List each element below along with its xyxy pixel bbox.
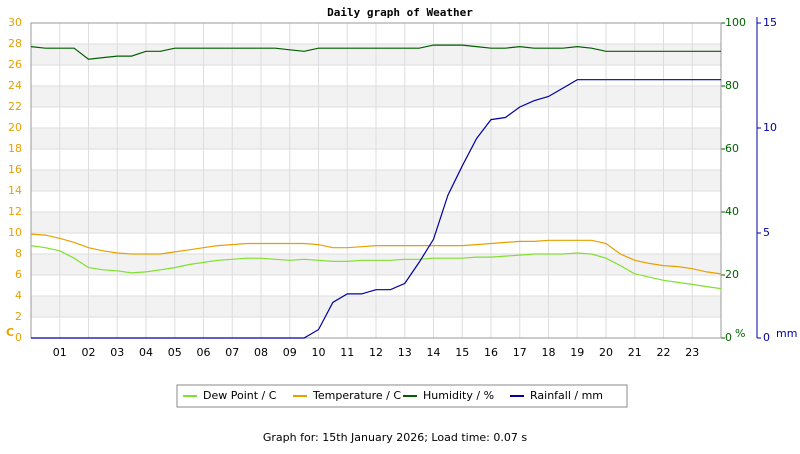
y2-tick-label: 60 xyxy=(725,142,739,155)
y2-axis-label: % xyxy=(735,327,745,340)
y2-tick-label: 100 xyxy=(725,16,746,29)
y-tick-label: 26 xyxy=(8,58,22,71)
y-tick-label: 14 xyxy=(8,184,22,197)
y2-tick-label: 40 xyxy=(725,205,739,218)
x-tick-label: 12 xyxy=(369,346,383,359)
y3-tick-label: 15 xyxy=(763,16,777,29)
y-tick-label: 2 xyxy=(15,310,22,323)
legend-label: Rainfall / mm xyxy=(530,389,603,402)
x-tick-label: 15 xyxy=(455,346,469,359)
plot-frame xyxy=(30,22,722,339)
y3-tick-label: 10 xyxy=(763,121,777,134)
x-tick-label: 06 xyxy=(197,346,211,359)
y2-tick-label: 0 xyxy=(725,331,732,344)
y2-tick-label: 20 xyxy=(725,268,739,281)
y-tick-label: 16 xyxy=(8,163,22,176)
y3-axis-label: mm xyxy=(776,327,797,340)
y-tick-label: 4 xyxy=(15,289,22,302)
y2-tick-label: 80 xyxy=(725,79,739,92)
x-tick-label: 08 xyxy=(254,346,268,359)
y-tick-label: 10 xyxy=(8,226,22,239)
x-tick-label: 16 xyxy=(484,346,498,359)
legend-label: Humidity / % xyxy=(423,389,494,402)
y-axis-label: C xyxy=(6,326,14,339)
x-tick-label: 21 xyxy=(628,346,642,359)
x-tick-label: 04 xyxy=(139,346,153,359)
y3-tick-label: 0 xyxy=(763,331,770,344)
footer: Graph for: 15th January 2026; Load time:… xyxy=(263,431,527,444)
y-tick-label: 24 xyxy=(8,79,22,92)
x-tick-label: 07 xyxy=(225,346,239,359)
series-line xyxy=(31,79,721,339)
y-tick-label: 6 xyxy=(15,268,22,281)
series-line xyxy=(30,44,721,60)
x-tick-label: 23 xyxy=(685,346,699,359)
y-tick-label: 12 xyxy=(8,205,22,218)
x-tick-label: 14 xyxy=(427,346,441,359)
x-tick-label: 18 xyxy=(542,346,556,359)
x-tick-label: 10 xyxy=(312,346,326,359)
y-tick-label: 28 xyxy=(8,37,22,50)
x-tick-label: 13 xyxy=(398,346,412,359)
x-tick-label: 09 xyxy=(283,346,297,359)
x-tick-label: 22 xyxy=(657,346,671,359)
x-tick-label: 19 xyxy=(570,346,584,359)
x-tick-label: 11 xyxy=(340,346,354,359)
legend-label: Temperature / C xyxy=(312,389,401,402)
y-tick-label: 22 xyxy=(8,100,22,113)
legend-box xyxy=(176,384,628,408)
y-tick-label: 8 xyxy=(15,247,22,260)
x-tick-label: 05 xyxy=(168,346,182,359)
y3-tick-label: 5 xyxy=(763,226,770,239)
y-tick-label: 0 xyxy=(15,331,22,344)
x-tick-label: 02 xyxy=(82,346,96,359)
series-line xyxy=(30,233,722,275)
chart-title: Daily graph of Weather xyxy=(327,6,473,19)
x-tick-label: 17 xyxy=(513,346,527,359)
x-tick-label: 20 xyxy=(599,346,613,359)
series-line xyxy=(30,245,722,290)
x-tick-label: 01 xyxy=(53,346,67,359)
y-tick-label: 18 xyxy=(8,142,22,155)
y-tick-label: 20 xyxy=(8,121,22,134)
legend-label: Dew Point / C xyxy=(203,389,277,402)
x-tick-label: 03 xyxy=(110,346,124,359)
y-tick-label: 30 xyxy=(8,16,22,29)
